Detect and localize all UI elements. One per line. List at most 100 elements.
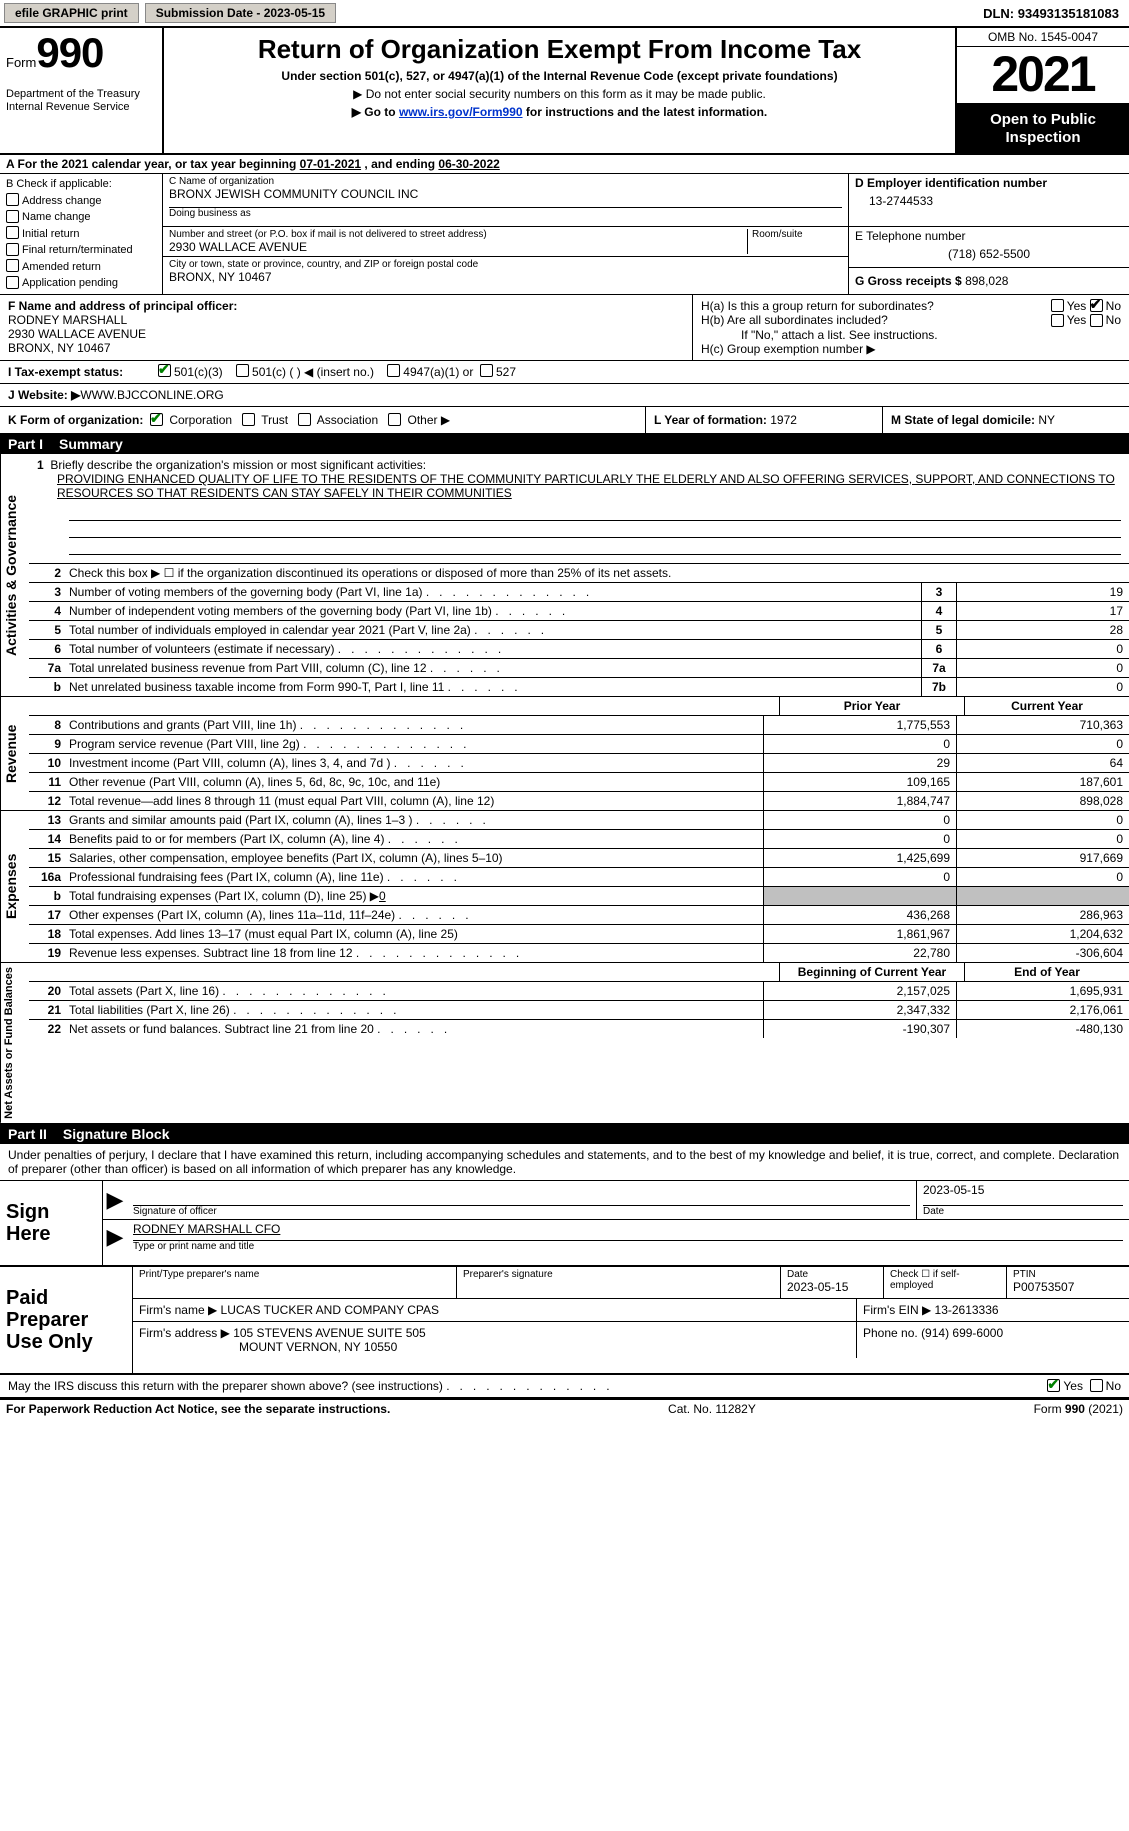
row-a-period: A For the 2021 calendar year, or tax yea…	[0, 155, 1129, 174]
mission-blank-lines	[29, 504, 1129, 563]
c-name-label: C Name of organization	[169, 176, 842, 187]
org-city: BRONX, NY 10467	[169, 270, 842, 284]
arrow-icon: ▶	[103, 1181, 127, 1219]
cb-hb-yes[interactable]	[1051, 314, 1064, 327]
cb-501c3[interactable]	[158, 364, 171, 377]
cb-ha-no[interactable]	[1090, 299, 1103, 312]
cb-trust[interactable]	[242, 413, 255, 426]
cb-name-change[interactable]	[6, 210, 19, 223]
gross-value: 898,028	[965, 274, 1008, 288]
head-end: End of Year	[964, 963, 1129, 981]
firm-addr1: 105 STEVENS AVENUE SUITE 505	[233, 1326, 426, 1340]
p11: 109,165	[763, 773, 956, 791]
lbl-final-return: Final return/terminated	[22, 244, 133, 256]
cb-4947[interactable]	[387, 364, 400, 377]
paid-preparer-label: Paid Preparer Use Only	[0, 1267, 132, 1373]
lbl-corp: Corporation	[169, 413, 232, 427]
officer-typed-name: RODNEY MARSHALL CFO	[133, 1222, 280, 1236]
v5: 28	[956, 621, 1129, 639]
sig-date-label: Date	[923, 1206, 1123, 1217]
discuss-no: No	[1106, 1379, 1121, 1393]
note-1: ▶ Do not enter social security numbers o…	[170, 87, 949, 101]
department: Department of the Treasury Internal Reve…	[6, 88, 156, 113]
p16b-grey	[763, 887, 956, 905]
efile-button[interactable]: efile GRAPHIC print	[4, 3, 139, 23]
sig-declaration: Under penalties of perjury, I declare th…	[0, 1144, 1129, 1181]
cb-discuss-yes[interactable]	[1047, 1379, 1060, 1392]
l-value: 1972	[770, 413, 797, 427]
hb-yes: Yes	[1067, 313, 1087, 327]
lbl-other: Other ▶	[408, 413, 451, 427]
period-begin: 07-01-2021	[300, 157, 361, 171]
cb-other[interactable]	[388, 413, 401, 426]
summary-activities: Activities & Governance 1 Briefly descri…	[0, 454, 1129, 697]
col-b-checkboxes: B Check if applicable: Address change Na…	[0, 174, 163, 294]
p9: 0	[763, 735, 956, 753]
submission-date-button[interactable]: Submission Date - 2023-05-15	[145, 3, 336, 23]
cb-assoc[interactable]	[298, 413, 311, 426]
cb-amended-return[interactable]	[6, 259, 19, 272]
discuss-question: May the IRS discuss this return with the…	[8, 1379, 610, 1393]
col-d: D Employer identification number 13-2744…	[849, 174, 1129, 294]
footer-mid: Cat. No. 11282Y	[668, 1402, 756, 1416]
l10: Investment income (Part VIII, column (A)…	[69, 756, 464, 770]
cb-address-change[interactable]	[6, 193, 19, 206]
l16a: Professional fundraising fees (Part IX, …	[69, 870, 457, 884]
p22: -190,307	[763, 1020, 956, 1038]
v7a: 0	[956, 659, 1129, 677]
part-ii-num: Part II	[8, 1126, 47, 1142]
irs-link[interactable]: www.irs.gov/Form990	[399, 105, 523, 119]
c-room-label: Room/suite	[752, 229, 842, 240]
period-mid: , and ending	[361, 157, 438, 171]
c9: 0	[956, 735, 1129, 753]
f-label: F Name and address of principal officer:	[8, 299, 237, 313]
form-number-box: Form990 Department of the Treasury Inter…	[0, 28, 164, 153]
l22: Net assets or fund balances. Subtract li…	[69, 1022, 447, 1036]
firm-phone: (914) 699-6000	[921, 1326, 1003, 1340]
lbl-amended-return: Amended return	[22, 261, 101, 273]
row-j-website: J Website: ▶ WWW.BJCCONLINE.ORG	[0, 384, 1129, 407]
cb-corp[interactable]	[150, 413, 163, 426]
gross-label: G Gross receipts $	[855, 274, 965, 288]
officer-sig-label: Signature of officer	[133, 1206, 910, 1217]
firm-name: LUCAS TUCKER AND COMPANY CPAS	[221, 1303, 440, 1317]
l14: Benefits paid to or for members (Part IX…	[69, 832, 458, 846]
p16a: 0	[763, 868, 956, 886]
cb-ha-yes[interactable]	[1051, 299, 1064, 312]
cb-discuss-no[interactable]	[1090, 1379, 1103, 1392]
l8: Contributions and grants (Part VIII, lin…	[69, 718, 463, 732]
dln: DLN: 93493135181083	[983, 6, 1125, 21]
hb-no: No	[1106, 313, 1121, 327]
cb-hb-no[interactable]	[1090, 314, 1103, 327]
part-i-num: Part I	[8, 436, 43, 452]
cb-initial-return[interactable]	[6, 226, 19, 239]
cb-application-pending[interactable]	[6, 276, 19, 289]
cb-501c[interactable]	[236, 364, 249, 377]
cb-final-return[interactable]	[6, 243, 19, 256]
p20: 2,157,025	[763, 982, 956, 1000]
note-2: ▶ Go to www.irs.gov/Form990 for instruct…	[170, 105, 949, 119]
l4-text: Number of independent voting members of …	[69, 604, 565, 618]
officer-addr1: 2930 WALLACE AVENUE	[8, 327, 684, 341]
hc-label: H(c) Group exemption number ▶	[701, 342, 1121, 356]
l7b-text: Net unrelated business taxable income fr…	[69, 680, 518, 694]
c17: 286,963	[956, 906, 1129, 924]
lbl-application-pending: Application pending	[22, 277, 118, 289]
l13: Grants and similar amounts paid (Part IX…	[69, 813, 486, 827]
lbl-assoc: Association	[317, 413, 378, 427]
officer-name: RODNEY MARSHALL	[8, 313, 684, 327]
sign-here-label: Sign Here	[0, 1181, 102, 1265]
m-value: NY	[1038, 413, 1055, 427]
dln-value: 93493135181083	[1018, 6, 1119, 21]
side-activities: Activities & Governance	[0, 454, 29, 696]
firm-addr-label: Firm's address ▶	[139, 1326, 233, 1340]
tel-value: (718) 652-5500	[855, 243, 1123, 265]
form-subtitle: Under section 501(c), 527, or 4947(a)(1)…	[170, 69, 949, 83]
section-fh: F Name and address of principal officer:…	[0, 295, 1129, 361]
c22: -480,130	[956, 1020, 1129, 1038]
dln-label: DLN:	[983, 6, 1018, 21]
lbl-501c: 501(c) ( ) ◀ (insert no.)	[252, 365, 374, 379]
cb-527[interactable]	[480, 364, 493, 377]
submission-date: 2023-05-15	[264, 6, 325, 20]
firm-addr2: MOUNT VERNON, NY 10550	[139, 1340, 397, 1354]
